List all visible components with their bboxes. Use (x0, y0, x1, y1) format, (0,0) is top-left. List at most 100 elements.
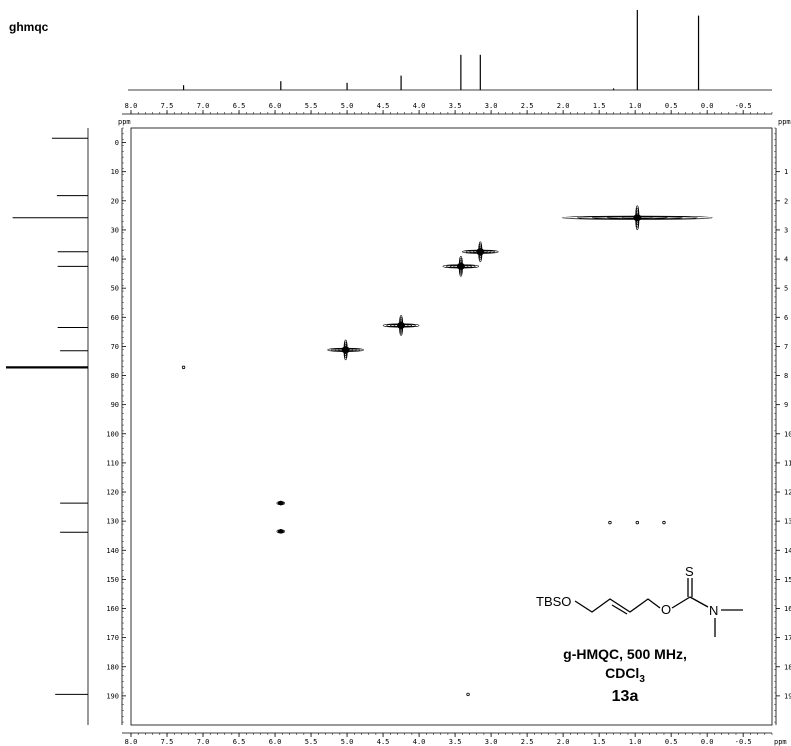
ester-oxygen-label: O (661, 602, 671, 617)
cross-peak (276, 500, 286, 506)
left-tick-label: 100 (106, 430, 119, 438)
caption-compound-id: 13a (611, 688, 639, 705)
cross-peak (382, 315, 420, 336)
left-axis-unit: ppm (118, 118, 131, 126)
bottom-tick-label: 7.0 (197, 738, 210, 746)
right-tick-label: 12 (784, 489, 791, 497)
caption-experiment: g-HMQC, 500 MHz, (563, 646, 687, 662)
left-tick-label: 160 (106, 605, 119, 613)
top-tick-label: 1.0 (629, 102, 642, 110)
cross-peak (442, 256, 480, 277)
cross-peak (562, 205, 713, 230)
left-tick-label: 170 (106, 634, 119, 642)
left-tick-label: 60 (111, 314, 119, 322)
cross-peaks (276, 205, 713, 534)
artifact-dot (662, 520, 666, 525)
left-tick-label: 0 (115, 139, 119, 147)
bottom-tick-label: 7.5 (161, 738, 174, 746)
top-tick-label: 3.5 (449, 102, 462, 110)
right-tick-label: 15 (784, 576, 791, 584)
bottom-tick-label: 6.0 (269, 738, 282, 746)
nitrogen-label: N (709, 603, 718, 618)
carbon-projection (6, 128, 89, 725)
left-y-axis: 0 10 20 30 40 50 60 70 80 90 100 110 120 130 140 150 160… (106, 127, 126, 725)
peak-center (476, 248, 485, 256)
double-bond-line (611, 604, 628, 615)
bottom-tick-label: 0.0 (701, 738, 714, 746)
bottom-tick-label: 2.5 (521, 738, 534, 746)
right-tick-label: 7 (784, 343, 788, 351)
experiment-label: ghmqc (9, 20, 49, 34)
left-tick-label: 90 (111, 401, 119, 409)
bottom-tick-label: 2.0 (557, 738, 570, 746)
bottom-tick-label: 3.0 (485, 738, 498, 746)
top-tick-label: 7.5 (161, 102, 174, 110)
top-x-axis: 8.0 7.5 7.0 6.5 6.0 5.5 5.0 4.5 4.0 3.5 3.0 2.5 2.0 1… (118, 102, 773, 126)
top-tick-label: 5.0 (341, 102, 354, 110)
top-tick-label: 4.5 (377, 102, 390, 110)
sulfur-label: S (685, 564, 694, 579)
bottom-tick-label: 1.0 (629, 738, 642, 746)
bottom-tick-label: 3.5 (449, 738, 462, 746)
cross-peak (327, 339, 364, 361)
bond-chain-left (574, 598, 661, 613)
peak-center (277, 529, 284, 534)
right-tick-label: 5 (784, 285, 788, 293)
left-tick-label: 80 (111, 372, 119, 380)
cross-peak (462, 241, 499, 263)
x-axis-unit: ppm (774, 738, 787, 746)
peak-center (277, 501, 284, 506)
top-tick-label: 8.0 (125, 102, 138, 110)
artifact-dot (466, 692, 470, 697)
peak-center (633, 214, 642, 222)
caption-solvent-sub: 3 (639, 673, 645, 685)
top-tick-label: -0.5 (735, 102, 752, 110)
bottom-tick-label: 5.5 (305, 738, 318, 746)
artifact-dot (635, 520, 640, 525)
right-tick-label: 9 (784, 401, 788, 409)
peak-center (397, 321, 406, 329)
bottom-tick-label: 0.5 (665, 738, 678, 746)
bottom-x-axis: 8.0 7.5 7.0 6.5 6.0 5.5 5.0 4.5 4.0 3.5 3.0 2.5 2.0 1… (122, 732, 787, 746)
right-tick-label: 4 (784, 256, 788, 264)
right-tick-label: 18 (784, 663, 791, 671)
right-tick-label: 17 (784, 634, 791, 642)
proton-projection (128, 10, 772, 91)
left-tick-label: 140 (106, 547, 119, 555)
top-tick-label: 4.0 (413, 102, 426, 110)
molecule-structure: TBSO O S N (536, 564, 743, 637)
peak-center (456, 262, 465, 270)
artifact-dot (181, 365, 186, 370)
right-tick-label: 6 (784, 314, 788, 322)
right-tick-label: 3 (784, 226, 788, 234)
right-axis-unit: ppm (778, 118, 791, 126)
left-tick-label: 70 (111, 343, 119, 351)
bottom-tick-label: 6.5 (233, 738, 246, 746)
right-tick-label: 1 (784, 168, 788, 176)
artifact-points (181, 365, 666, 697)
top-tick-label: 2.5 (521, 102, 534, 110)
right-tick-label: 19 (784, 692, 791, 700)
bottom-tick-label: 8.0 (125, 738, 138, 746)
bottom-tick-label: 4.0 (413, 738, 426, 746)
top-tick-label: 6.5 (233, 102, 246, 110)
top-tick-label: 0.5 (665, 102, 678, 110)
top-tick-label: 0.0 (701, 102, 714, 110)
top-tick-label: 6.0 (269, 102, 282, 110)
bond-o-c (671, 596, 691, 609)
left-tick-label: 30 (111, 226, 119, 234)
right-tick-label: 10 (784, 430, 791, 438)
right-tick-label: 13 (784, 518, 791, 526)
right-tick-label: 11 (784, 459, 791, 467)
bottom-tick-label: 4.5 (377, 738, 390, 746)
left-tick-label: 190 (106, 692, 119, 700)
caption-solvent: CDCl3 (525, 665, 725, 685)
right-tick-label: 8 (784, 372, 788, 380)
tbso-label: TBSO (536, 594, 571, 609)
artifact-dot (608, 520, 612, 525)
left-tick-label: 130 (106, 518, 119, 526)
cross-peak (276, 529, 286, 534)
caption-solvent-main: CDCl (605, 665, 640, 681)
